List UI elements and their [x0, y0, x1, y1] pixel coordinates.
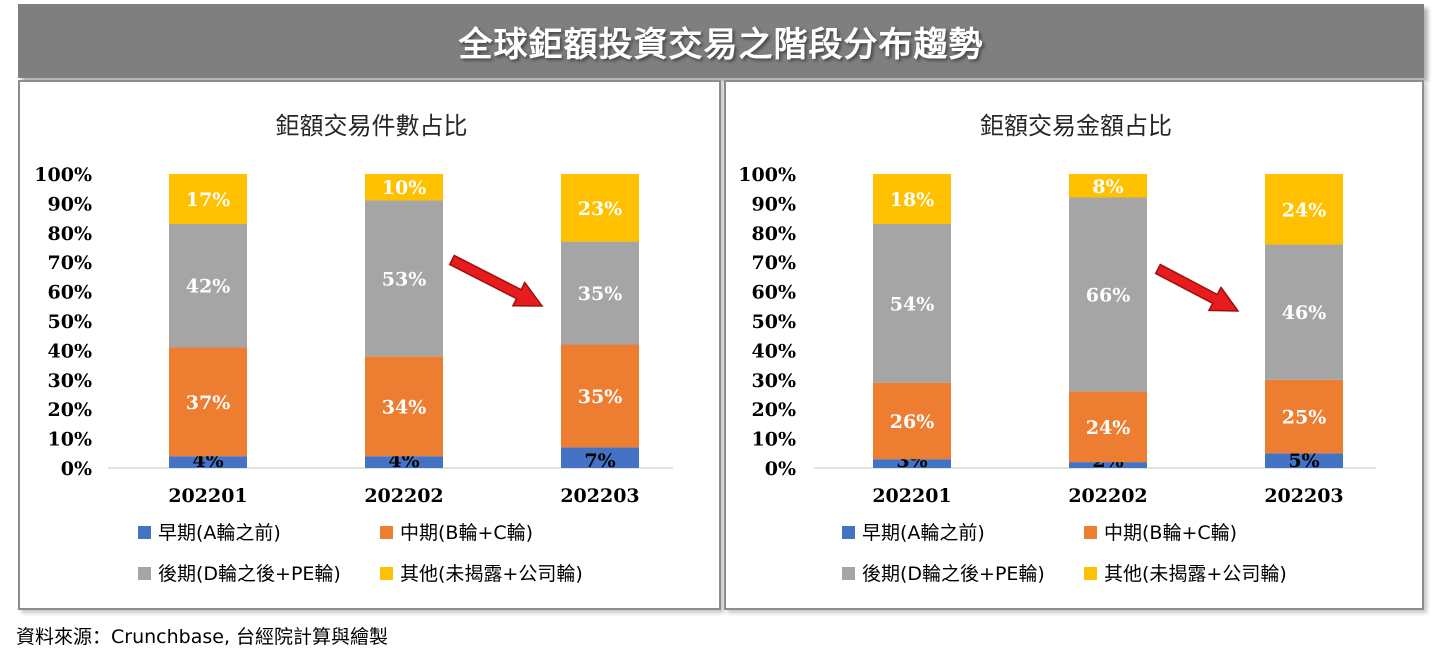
data-label: 17%: [186, 189, 231, 211]
x-category-label: 202203: [560, 485, 639, 507]
y-tick-label: 50%: [752, 311, 797, 333]
bar-segment-other: [1069, 174, 1147, 198]
x-category-label: 202202: [1068, 485, 1147, 507]
y-tick-label: 50%: [48, 311, 93, 333]
y-tick-label: 30%: [752, 370, 797, 392]
bar-segment-late: [365, 200, 443, 357]
y-tick-label: 40%: [48, 340, 93, 362]
header-banner: 全球鉅額投資交易之階段分布趨勢: [18, 4, 1424, 78]
legend-label: 中期(B輪+C輪): [1104, 522, 1237, 544]
y-tick-label: 100%: [738, 164, 796, 186]
legend-swatch: [842, 567, 855, 580]
data-label: 34%: [382, 396, 427, 418]
data-label: 26%: [890, 411, 935, 433]
trend-arrow-icon: [448, 254, 544, 307]
bar-segment-other: [1265, 174, 1343, 245]
y-tick-label: 60%: [48, 282, 93, 304]
chart-title: 鉅額交易金額占比: [980, 112, 1172, 140]
legend-swatch: [138, 526, 151, 539]
legend-swatch: [1084, 567, 1097, 580]
bar-segment-other: [561, 174, 639, 242]
bar-segment-early: [873, 459, 951, 468]
x-category-label: 202203: [1264, 485, 1343, 507]
chart-panel-count: 鉅額交易件數占比 0% 10% 20% 30% 40% 50% 60% 70% 80% 90% 100…: [18, 80, 721, 610]
y-tick-label: 30%: [48, 370, 93, 392]
x-category-label: 202201: [168, 485, 247, 507]
bar-segment-late: [1265, 244, 1343, 380]
chart-panel-amount: 鉅額交易金額占比 0% 10% 20% 30% 40% 50% 60% 70% 80% 90% 100…: [724, 80, 1424, 610]
y-tick-label: 20%: [48, 399, 93, 421]
bar-segment-mid: [1069, 391, 1147, 463]
y-tick-label: 80%: [752, 223, 797, 245]
legend-label: 中期(B輪+C輪): [400, 522, 533, 544]
chart-amount-svg: 鉅額交易金額占比 0% 10% 20% 30% 40% 50% 60% 70% 80% 90% 100…: [738, 112, 1376, 585]
y-tick-label: 40%: [752, 340, 797, 362]
data-label: 5%: [1288, 450, 1319, 472]
data-label: 42%: [186, 276, 231, 298]
legend-label: 後期(D輪之後+PE輪): [158, 563, 341, 585]
source-note: 資料來源：Crunchbase, 台經院計算與繪製: [16, 626, 389, 648]
data-label: 54%: [890, 293, 935, 315]
legend-label: 早期(A輪之前): [862, 522, 985, 544]
bar-segment-early: [1265, 453, 1343, 468]
y-tick-label: 90%: [48, 193, 93, 215]
chart-count-svg: 鉅額交易件數占比 0% 10% 20% 30% 40% 50% 60% 70% 80% 90% 100…: [34, 112, 673, 585]
data-label: 66%: [1086, 285, 1131, 307]
legend-label: 其他(未揭露+公司輪): [1104, 563, 1287, 585]
bar-segment-late: [561, 241, 639, 345]
bar-segment-other: [169, 174, 247, 224]
trend-arrow-icon: [1154, 263, 1240, 312]
bar-segment-other: [365, 174, 443, 201]
bar-segment-late: [1069, 197, 1147, 392]
data-label: 37%: [186, 392, 231, 414]
legend-label: 早期(A輪之前): [158, 522, 281, 544]
bar-segment-early: [1069, 462, 1147, 468]
legend-label: 後期(D輪之後+PE輪): [862, 563, 1045, 585]
y-tick-label: 0%: [61, 458, 92, 480]
data-label: 23%: [578, 198, 623, 220]
legend-swatch: [138, 567, 151, 580]
bar-segment-late: [169, 223, 247, 348]
data-label: 24%: [1086, 417, 1131, 439]
bar-segment-mid: [561, 344, 639, 448]
y-tick-label: 80%: [48, 223, 93, 245]
page-title: 全球鉅額投資交易之階段分布趨勢: [458, 24, 984, 65]
data-label: 53%: [382, 268, 427, 290]
y-tick-label: 10%: [48, 429, 93, 451]
bar-segment-early: [561, 447, 639, 468]
y-tick-label: 90%: [752, 193, 797, 215]
bar-segment-early: [169, 456, 247, 468]
y-tick-label: 70%: [752, 252, 797, 274]
data-label: 18%: [890, 189, 935, 211]
y-tick-label: 70%: [48, 252, 93, 274]
data-label: 7%: [584, 450, 615, 472]
data-label: 25%: [1282, 407, 1327, 429]
legend-swatch: [842, 526, 855, 539]
bar-segment-mid: [365, 356, 443, 457]
data-label: 46%: [1282, 302, 1327, 324]
data-label: 35%: [578, 386, 623, 408]
data-label: 35%: [578, 283, 623, 305]
x-category-label: 202201: [872, 485, 951, 507]
y-tick-label: 10%: [752, 429, 797, 451]
bar-segment-mid: [169, 347, 247, 457]
legend-swatch: [380, 567, 393, 580]
bar-segment-other: [873, 174, 951, 224]
data-label: 24%: [1282, 199, 1327, 221]
data-label: 10%: [382, 177, 427, 199]
legend-label: 其他(未揭露+公司輪): [400, 563, 583, 585]
bar-segment-late: [873, 223, 951, 383]
legend-swatch: [380, 526, 393, 539]
data-label: 8%: [1092, 176, 1123, 198]
y-tick-label: 0%: [765, 458, 796, 480]
chart-title: 鉅額交易件數占比: [276, 112, 468, 140]
bar-segment-mid: [1265, 379, 1343, 454]
y-tick-label: 20%: [752, 399, 797, 421]
y-tick-label: 60%: [752, 282, 797, 304]
bar-segment-early: [365, 456, 443, 468]
y-tick-label: 100%: [34, 164, 92, 186]
bar-segment-mid: [873, 382, 951, 460]
legend-swatch: [1084, 526, 1097, 539]
x-category-label: 202202: [364, 485, 443, 507]
